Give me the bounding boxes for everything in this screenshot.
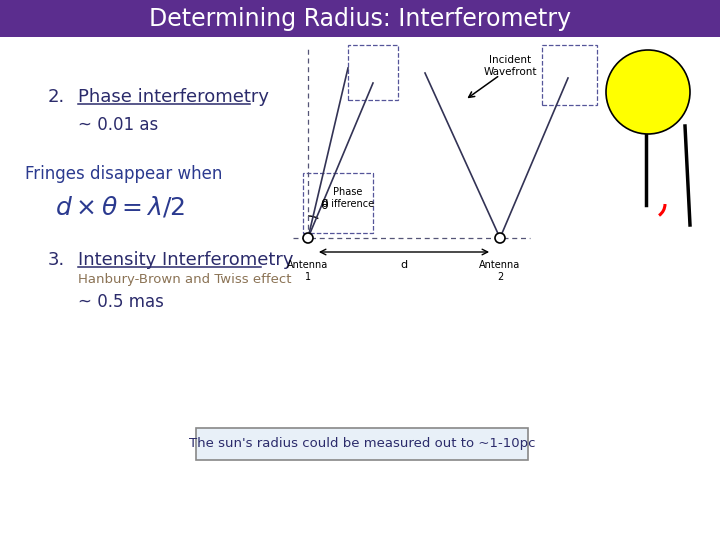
Text: 3.: 3. [48,251,66,269]
Text: Phase interferometry: Phase interferometry [78,88,269,106]
Text: The sun's radius could be measured out to ~1-10pc: The sun's radius could be measured out t… [189,436,535,449]
Circle shape [606,50,690,134]
Text: d: d [400,260,408,270]
Text: θ: θ [320,199,328,212]
Text: Fringes disappear when: Fringes disappear when [25,165,222,183]
FancyBboxPatch shape [0,0,720,37]
Text: Antenna
1: Antenna 1 [287,260,328,281]
Text: Determining Radius: Interferometry: Determining Radius: Interferometry [149,7,571,31]
Text: Phase
d ifference: Phase d ifference [322,187,374,209]
Text: Incident
Wavefront: Incident Wavefront [483,55,536,77]
Text: 2.: 2. [48,88,66,106]
Text: Hanbury-Brown and Twiss effect: Hanbury-Brown and Twiss effect [78,273,292,286]
Text: $d \times \theta = \lambda/2$: $d \times \theta = \lambda/2$ [55,194,185,219]
FancyBboxPatch shape [196,428,528,460]
Text: Intensity Interferometry: Intensity Interferometry [78,251,294,269]
Circle shape [495,233,505,243]
Text: Antenna
2: Antenna 2 [480,260,521,281]
Text: ~ 0.01 as: ~ 0.01 as [78,116,158,134]
Text: ~ 0.5 mas: ~ 0.5 mas [78,293,164,311]
Circle shape [303,233,313,243]
